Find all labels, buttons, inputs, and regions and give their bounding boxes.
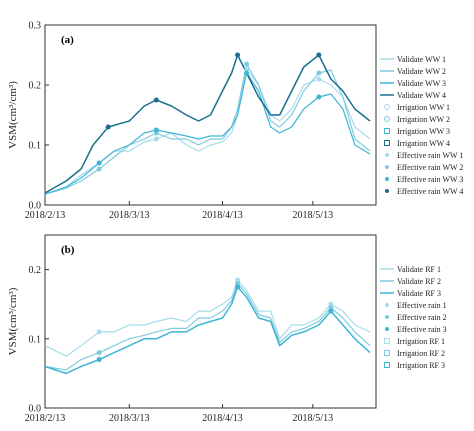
series-line-1 bbox=[44, 279, 371, 357]
x-tick-label: 2018/2/13 bbox=[25, 413, 66, 424]
marker-point-6 bbox=[244, 61, 250, 67]
legend-swatch-dot bbox=[385, 327, 389, 331]
marker-point-5 bbox=[153, 136, 159, 142]
legend-label: Validate WW 1 bbox=[397, 55, 446, 64]
legend-label: Irrigation WW 2 bbox=[397, 115, 450, 124]
legend-label: Irrigation RF 1 bbox=[397, 337, 445, 346]
y-tick-label: 0.1 bbox=[29, 334, 42, 345]
legend-label: Validate WW 2 bbox=[397, 67, 446, 76]
legend-label: Validate WW 4 bbox=[397, 91, 446, 100]
series-line-4 bbox=[44, 54, 371, 194]
marker-point-6 bbox=[316, 70, 322, 76]
x-tick-label: 2018/3/13 bbox=[109, 413, 150, 424]
legend-label: Effective rain 1 bbox=[397, 301, 447, 310]
legend-label: Effective rain WW 1 bbox=[397, 151, 463, 160]
x-tick-label: 2018/5/13 bbox=[293, 210, 334, 221]
y-tick-label: 0.2 bbox=[29, 265, 42, 276]
marker-point-7 bbox=[96, 160, 102, 166]
marker-point-8 bbox=[153, 97, 159, 103]
chart-panel-a: 0.0 0.1 0.2 0.3 2018/2/13 2018/3/13 2018/4/13 2… bbox=[7, 21, 463, 222]
legend-swatch-dot bbox=[385, 303, 389, 307]
marker-point-7 bbox=[153, 127, 159, 133]
marker-point-8 bbox=[316, 52, 322, 58]
legend-label: Irrigation WW 1 bbox=[397, 103, 450, 112]
legend-swatch-square bbox=[384, 350, 390, 356]
series-line-2 bbox=[44, 282, 371, 371]
y-tick-label: 0.3 bbox=[29, 21, 42, 32]
panel-label: (a) bbox=[61, 34, 74, 46]
legend-swatch-square bbox=[384, 362, 390, 368]
legend-label: Effective rain 2 bbox=[397, 313, 447, 322]
legend-swatch-circle bbox=[384, 116, 390, 122]
marker-point-3 bbox=[328, 308, 334, 314]
y-tick-label: 0.1 bbox=[29, 141, 42, 152]
x-tick-label: 2018/4/13 bbox=[202, 210, 243, 221]
legend-swatch-dot bbox=[385, 165, 389, 169]
y-tick-label: 0.2 bbox=[29, 81, 42, 92]
legend: Validate WW 1 Validate WW 2 Validate WW 3 V… bbox=[380, 55, 463, 196]
legend-swatch-circle bbox=[384, 104, 390, 110]
legend-swatch-square bbox=[384, 140, 390, 146]
x-tick-label: 2018/5/13 bbox=[293, 413, 334, 424]
marker-point-7 bbox=[244, 70, 250, 76]
legend-swatch-square bbox=[384, 128, 390, 134]
x-tick-label: 2018/4/13 bbox=[202, 413, 243, 424]
legend-label: Effective rain WW 2 bbox=[397, 163, 463, 172]
legend-swatch-dot bbox=[385, 177, 389, 181]
legend-label: Effective rain WW 4 bbox=[397, 187, 463, 196]
marker-point-2 bbox=[96, 350, 102, 356]
marker-point-7 bbox=[316, 94, 322, 100]
marker-point-3 bbox=[235, 284, 241, 290]
x-tick-label: 2018/2/13 bbox=[25, 210, 66, 221]
y-axis-label: VSM(cm³/cm³) bbox=[7, 287, 19, 355]
legend-label: Validate RF 3 bbox=[397, 289, 441, 298]
series-line-1 bbox=[44, 69, 371, 195]
marker-point-5 bbox=[316, 76, 322, 82]
legend-swatch-square bbox=[384, 338, 390, 344]
legend: Validate RF 1 Validate RF 2 Validate RF 3 E… bbox=[380, 265, 447, 370]
series-line-3 bbox=[44, 286, 371, 375]
legend-label: Irrigation WW 4 bbox=[397, 139, 450, 148]
legend-label: Validate RF 2 bbox=[397, 277, 441, 286]
y-tick-label: 0.0 bbox=[29, 201, 42, 212]
series-line-3 bbox=[44, 72, 371, 195]
legend-label: Irrigation RF 2 bbox=[397, 349, 445, 358]
marker-point-1 bbox=[96, 329, 102, 335]
legend-swatch-dot bbox=[385, 153, 389, 157]
series-line-2 bbox=[44, 63, 371, 195]
legend-label: Irrigation WW 3 bbox=[397, 127, 450, 136]
marker-point-6 bbox=[96, 166, 102, 172]
plot-frame bbox=[44, 24, 377, 206]
x-tick-label: 2018/3/13 bbox=[109, 210, 150, 221]
legend-swatch-dot bbox=[385, 315, 389, 319]
legend-label: Validate RF 1 bbox=[397, 265, 441, 274]
marker-point-3 bbox=[96, 357, 102, 363]
marker-point-8 bbox=[235, 52, 241, 58]
legend-label: Validate WW 3 bbox=[397, 79, 446, 88]
plot-frame bbox=[44, 234, 377, 409]
panel-label: (b) bbox=[61, 244, 75, 256]
legend-label: Irrigation RF 3 bbox=[397, 361, 445, 370]
legend-swatch-dot bbox=[385, 189, 389, 193]
y-tick-label: 0.0 bbox=[29, 404, 42, 415]
chart-panel-b: 0.0 0.1 0.2 2018/2/13 2018/3/13 2018/4/13 2018… bbox=[7, 234, 447, 424]
legend-label: Effective rain WW 3 bbox=[397, 175, 463, 184]
marker-point-8 bbox=[105, 124, 111, 130]
legend-label: Effective rain 3 bbox=[397, 325, 447, 334]
y-axis-label: VSM(cm³/cm³) bbox=[7, 81, 19, 149]
